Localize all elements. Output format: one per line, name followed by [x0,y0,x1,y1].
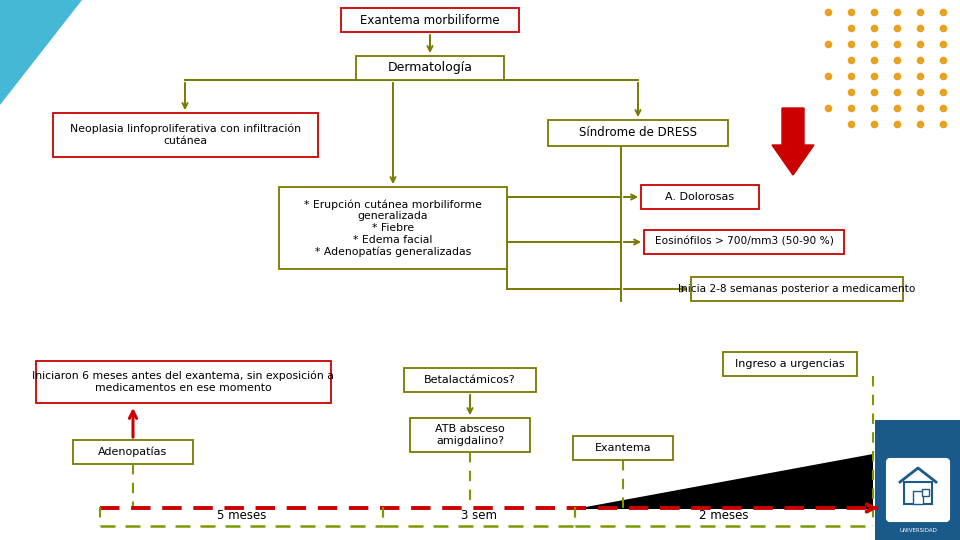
Text: 2 meses: 2 meses [699,509,749,522]
Text: UNIVERSIDAD: UNIVERSIDAD [900,528,937,532]
Bar [922,489,929,496]
FancyBboxPatch shape [404,368,536,392]
FancyBboxPatch shape [356,56,504,80]
FancyBboxPatch shape [644,230,844,254]
FancyBboxPatch shape [53,113,318,157]
FancyBboxPatch shape [341,8,519,32]
Text: Eosinófilos > 700/mm3 (50-90 %): Eosinófilos > 700/mm3 (50-90 %) [655,237,833,247]
FancyBboxPatch shape [73,440,193,464]
FancyBboxPatch shape [410,418,530,452]
Text: 3 sem: 3 sem [461,509,497,522]
FancyBboxPatch shape [548,120,728,146]
Polygon shape [0,0,82,105]
Polygon shape [575,454,873,509]
Bar [913,491,923,504]
Text: Síndrome de DRESS: Síndrome de DRESS [579,126,697,139]
Text: Ingreso a urgencias: Ingreso a urgencias [735,359,845,369]
FancyBboxPatch shape [573,436,673,460]
FancyArrow shape [772,108,814,175]
Text: unab: unab [900,509,936,522]
Text: Iniciaron 6 meses antes del exantema, sin exposición a
medicamentos en ese momen: Iniciaron 6 meses antes del exantema, si… [32,371,334,393]
FancyBboxPatch shape [641,185,759,209]
Text: 5 meses: 5 meses [217,509,266,522]
FancyBboxPatch shape [279,187,507,269]
Text: Neoplasia linfoproliferativa con infiltración
cutánea: Neoplasia linfoproliferativa con infiltr… [69,124,300,146]
Text: A. Dolorosas: A. Dolorosas [665,192,734,202]
Text: Exantema morbiliforme: Exantema morbiliforme [360,14,500,26]
Polygon shape [875,420,960,540]
Text: * Erupción cutánea morbiliforme
generalizada
* Fiebre
* Edema facial
* Adenopatí: * Erupción cutánea morbiliforme generali… [304,199,482,256]
Text: Betalactámicos?: Betalactámicos? [424,375,516,385]
Text: Exantema: Exantema [594,443,651,453]
FancyBboxPatch shape [36,361,330,403]
Text: ATB absceso
amigdalino?: ATB absceso amigdalino? [435,424,505,446]
FancyBboxPatch shape [723,352,857,376]
Text: Adenopatías: Adenopatías [98,447,168,457]
Text: Inicia 2-8 semanas posterior a medicamento: Inicia 2-8 semanas posterior a medicamen… [679,284,916,294]
FancyBboxPatch shape [887,459,949,521]
FancyBboxPatch shape [691,277,903,301]
Bar [904,482,932,504]
Text: Dermatología: Dermatología [388,62,472,75]
